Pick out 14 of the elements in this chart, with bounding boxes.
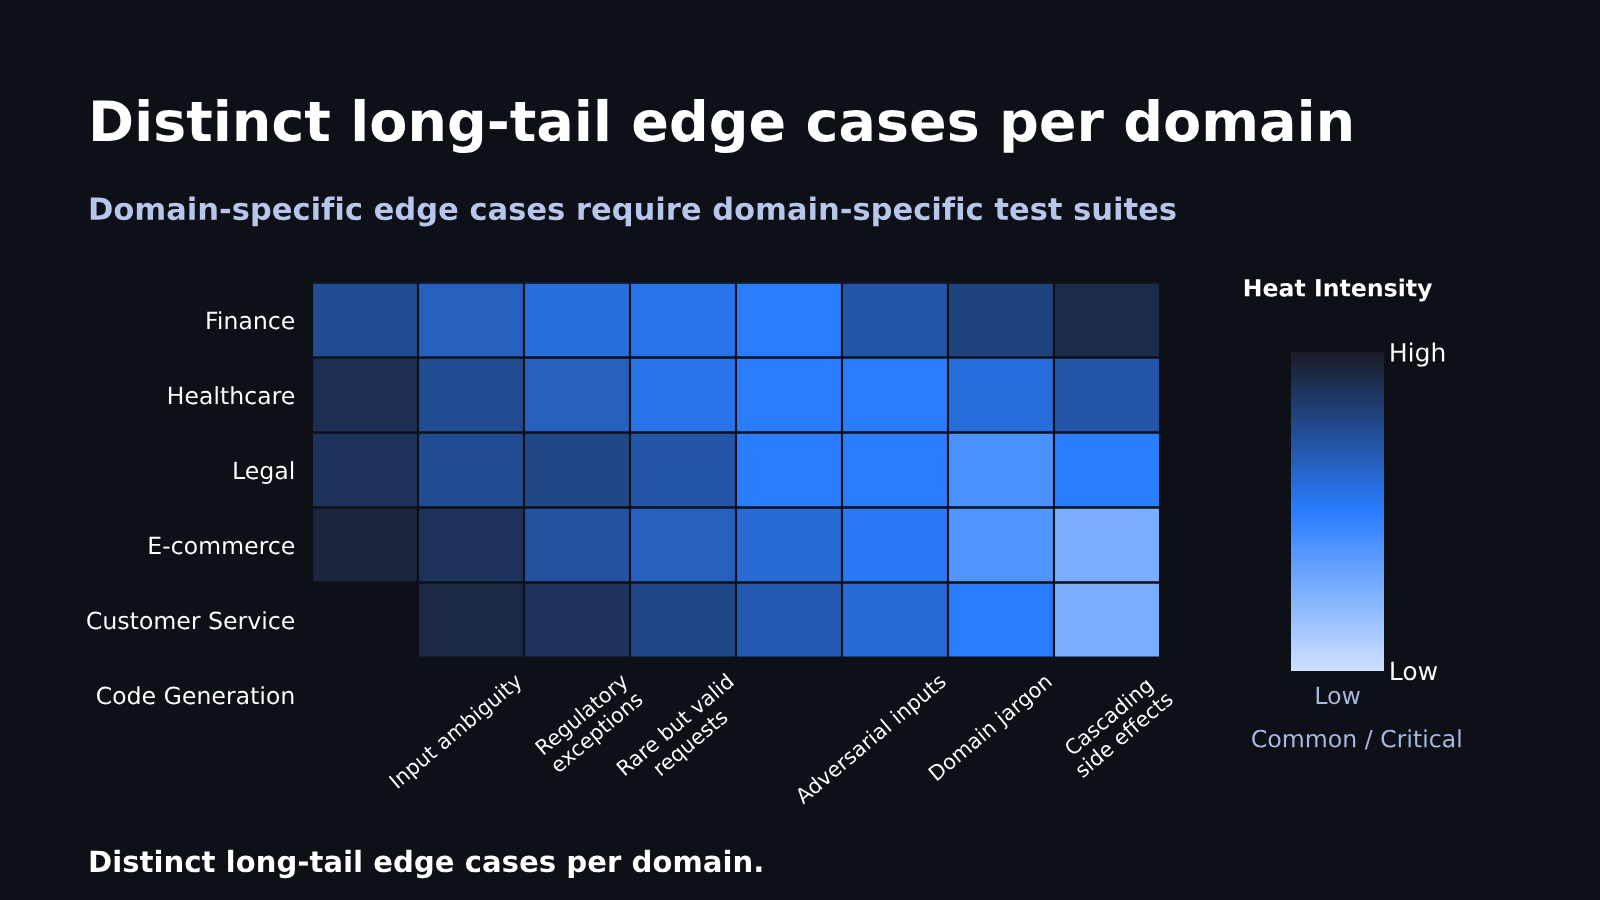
text: Distinct long-tail edge cases per domain. (90, 849, 762, 879)
text: Low (1316, 686, 1360, 705)
color-bar-title: Heat Intensity (1244, 278, 1433, 302)
y-tick-label: E-commerce (149, 536, 295, 555)
y-tick-label: Legal (234, 461, 294, 484)
y-tick-label: Healthcare (168, 386, 295, 405)
y-tick-label: Customer Service (87, 611, 295, 630)
y-tick-label: Finance (207, 311, 295, 330)
chart-subtitle: Domain-specific edge cases require domain-specific test suites (90, 196, 1176, 227)
color-bar-label: Low (1391, 661, 1438, 681)
y-tick-label: Code Generation (96, 686, 294, 705)
text: Common / Critical (1252, 729, 1461, 750)
color-bar-label: High (1391, 342, 1445, 367)
chart-title: Distinct long-tail edge cases per domain (93, 98, 1351, 154)
